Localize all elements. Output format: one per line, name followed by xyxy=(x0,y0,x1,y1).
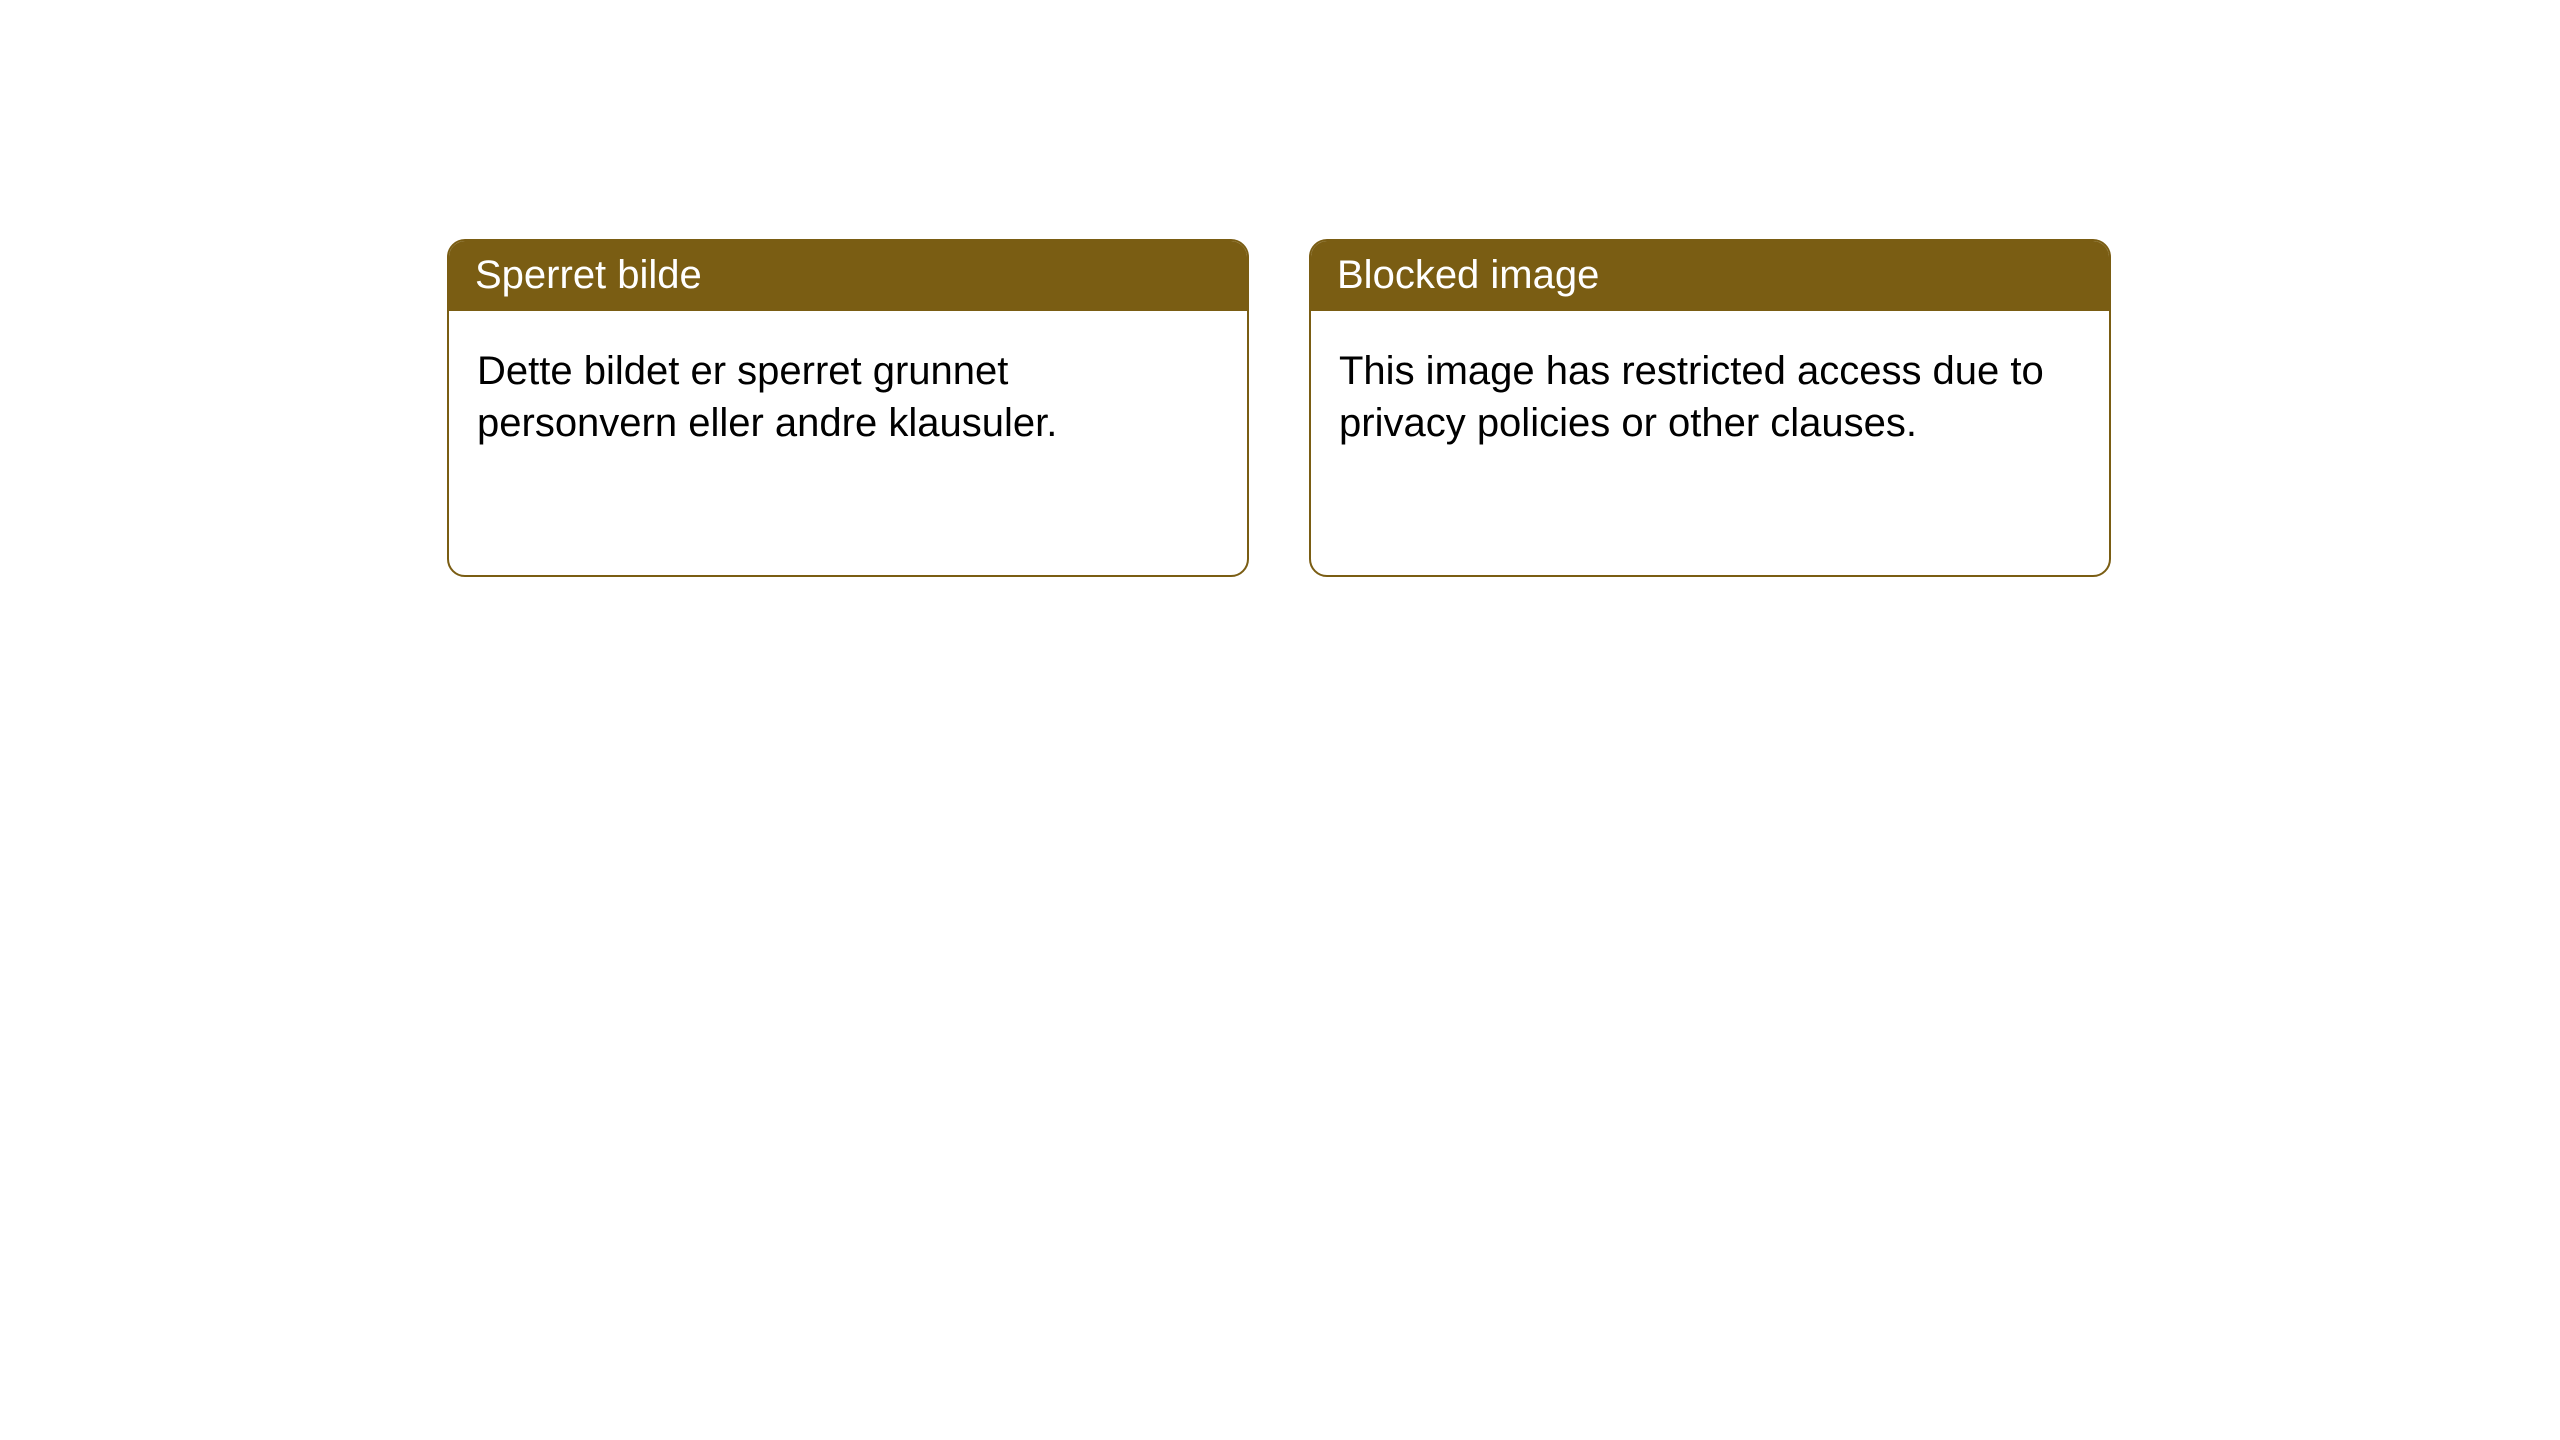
notice-card-norwegian: Sperret bilde Dette bildet er sperret gr… xyxy=(447,239,1249,577)
notice-title: Blocked image xyxy=(1311,241,2109,311)
notice-card-english: Blocked image This image has restricted … xyxy=(1309,239,2111,577)
notice-body: This image has restricted access due to … xyxy=(1311,311,2109,483)
notice-container: Sperret bilde Dette bildet er sperret gr… xyxy=(0,0,2560,577)
notice-title: Sperret bilde xyxy=(449,241,1247,311)
notice-body: Dette bildet er sperret grunnet personve… xyxy=(449,311,1247,483)
